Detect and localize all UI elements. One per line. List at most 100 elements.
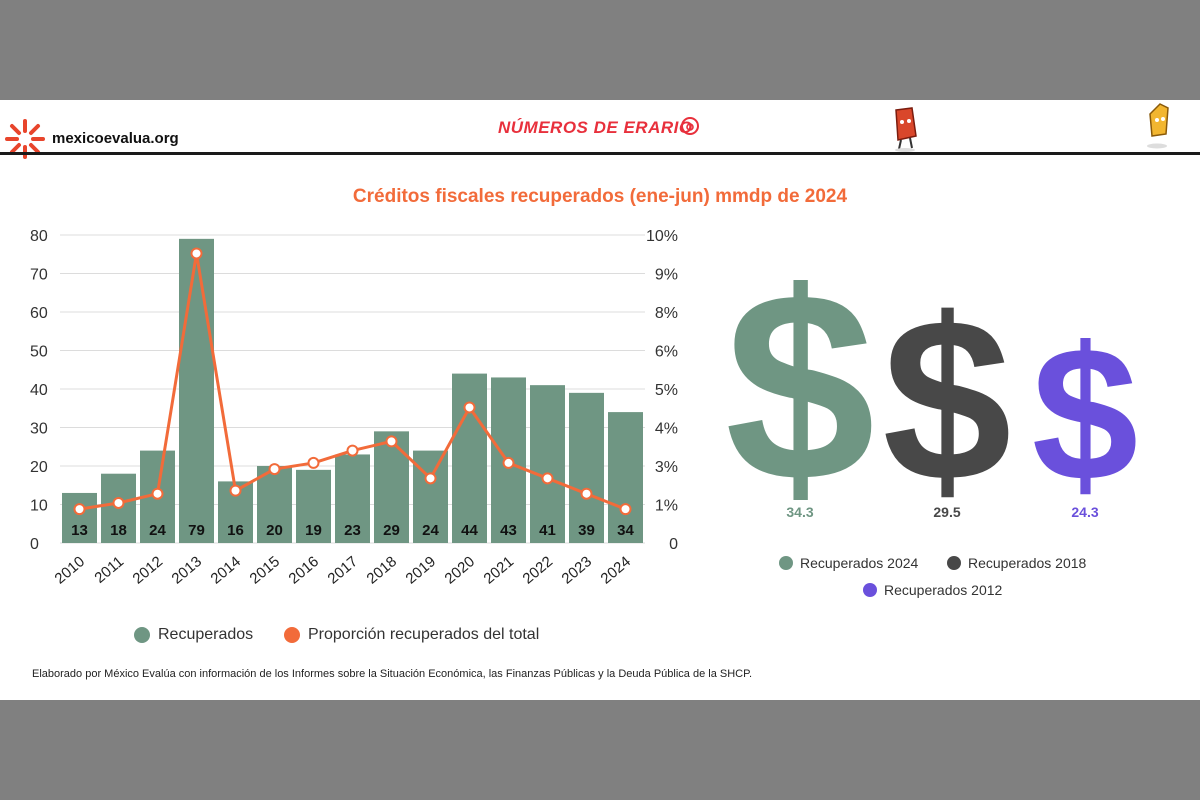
x-tick-label: 2014: [208, 553, 244, 587]
left-tick-label: 40: [30, 382, 48, 399]
left-tick-label: 20: [30, 459, 48, 476]
numeros-de-erario-logo: NÚMEROS DE ERARIO: [498, 118, 693, 137]
dollar-sign-icon: $: [725, 280, 875, 538]
bar: [335, 454, 370, 543]
proportion-point: [502, 456, 515, 469]
mascot-yellow-icon: [1147, 103, 1169, 149]
dollar-sign-icon: $: [882, 280, 1011, 530]
x-tick-label: 2022: [520, 553, 556, 587]
mexicoevalua-logo-icon: [5, 119, 45, 159]
proportion-point: [580, 487, 593, 500]
bar-value-label: 13: [71, 522, 88, 539]
legend-label-2018: Recuperados 2018: [968, 555, 1087, 571]
x-tick-label: 2019: [403, 553, 439, 587]
dollar-value-label: 29.5: [933, 504, 960, 520]
right-tick-label: 8%: [655, 305, 678, 322]
bars: 13 18 24 79 16 20 19 23 29 24 44 43 41 39 34: [62, 238, 643, 543]
proportion-point: [307, 456, 320, 469]
legend-recuperados: Recuperados: [134, 626, 253, 644]
legend-2024: Recuperados 2024: [779, 555, 918, 571]
legend-2018: Recuperados 2018: [947, 555, 1086, 571]
bar-value-label: 34: [617, 522, 634, 539]
legend-swatch-line: [284, 627, 300, 643]
proportion-point: [541, 472, 554, 485]
bar-value-label: 41: [539, 522, 556, 539]
left-tick-label: 30: [30, 421, 48, 438]
legend-proporcion: Proporción recuperados del total: [284, 626, 539, 644]
dollar-value-label: 24.3: [1071, 504, 1098, 520]
chart-title: Créditos fiscales recuperados (ene-jun) …: [352, 186, 848, 207]
right-tick-label: 9%: [655, 267, 678, 284]
dollar-value-label: 34.3: [786, 504, 813, 520]
left-tick-label: 70: [30, 267, 48, 284]
proportion-point: [619, 503, 632, 516]
x-tick-label: 2016: [286, 553, 322, 587]
x-tick-label: 2023: [559, 553, 595, 587]
legend-swatch-2024: [779, 556, 793, 570]
legend-swatch-bars: [134, 627, 150, 643]
x-tick-label: 2020: [442, 553, 478, 587]
infographic-card: mexicoevalua.org NÚMEROS DE ERARIO Crédi…: [0, 100, 1200, 700]
bar-value-label: 79: [188, 522, 205, 539]
x-axis-labels: 2010 2011 2012 2013 2014 2015 2016 2017 2018 2019…: [52, 553, 634, 587]
proportion-point: [190, 247, 203, 260]
legend-2012: Recuperados 2012: [863, 582, 1002, 598]
header-divider: [0, 152, 1200, 155]
proportion-point: [112, 496, 125, 509]
bar-value-label: 39: [578, 522, 595, 539]
bar: [296, 469, 331, 543]
x-tick-label: 2010: [52, 553, 88, 587]
bar: [374, 431, 409, 543]
proportion-point: [385, 435, 398, 448]
x-tick-label: 2012: [130, 553, 166, 587]
x-tick-label: 2021: [481, 553, 517, 587]
proportion-point: [463, 401, 476, 414]
bar-value-label: 20: [266, 522, 283, 539]
legend-label-2012: Recuperados 2012: [884, 582, 1003, 598]
left-tick-label: 10: [30, 498, 48, 515]
left-tick-label: 80: [30, 228, 48, 245]
x-tick-label: 2024: [598, 553, 634, 587]
site-name: mexicoevalua.org: [52, 130, 179, 147]
proportion-point: [229, 484, 242, 497]
bar-value-label: 16: [227, 522, 244, 539]
x-tick-label: 2017: [325, 553, 361, 587]
left-tick-label: 50: [30, 344, 48, 361]
bar: [257, 466, 292, 543]
bar-value-label: 29: [383, 522, 400, 539]
legend-swatch-2012: [863, 583, 877, 597]
legend-label-line: Proporción recuperados del total: [308, 626, 540, 643]
right-tick-label: 4%: [655, 421, 678, 438]
legend-label-bars: Recuperados: [158, 626, 254, 643]
left-axis-ticks: 0 10 20 30 40 50 60 70 80: [30, 228, 48, 553]
bar-value-label: 19: [305, 522, 322, 539]
source-note: Elaborado por México Evalúa con informac…: [32, 668, 753, 680]
proportion-point: [346, 444, 359, 457]
x-tick-label: 2015: [247, 553, 283, 587]
proportion-point: [73, 503, 86, 516]
legend-swatch-2018: [947, 556, 961, 570]
bar: [608, 412, 643, 543]
dollar-pictograph: $34.3 $29.5 $24.3: [725, 280, 1138, 538]
proportion-point: [151, 487, 164, 500]
right-tick-label: 10%: [646, 228, 678, 245]
bar-value-label: 23: [344, 522, 361, 539]
mascot-red-icon: [895, 107, 917, 152]
proportion-point: [424, 472, 437, 485]
pig-icon: [681, 117, 699, 135]
right-tick-label: 3%: [655, 459, 678, 476]
bar: [62, 492, 97, 543]
right-tick-label: 6%: [655, 344, 678, 361]
bar-value-label: 24: [149, 522, 166, 539]
bar-value-label: 18: [110, 522, 127, 539]
dollar-sign-icon: $: [1032, 307, 1138, 521]
right-tick-label: 0: [669, 536, 678, 553]
bar-value-label: 44: [461, 522, 478, 539]
left-tick-label: 60: [30, 305, 48, 322]
right-tick-label: 5%: [655, 382, 678, 399]
x-tick-label: 2013: [169, 553, 205, 587]
x-tick-label: 2011: [91, 553, 127, 587]
bar-value-label: 43: [500, 522, 517, 539]
proportion-line: [73, 247, 632, 516]
